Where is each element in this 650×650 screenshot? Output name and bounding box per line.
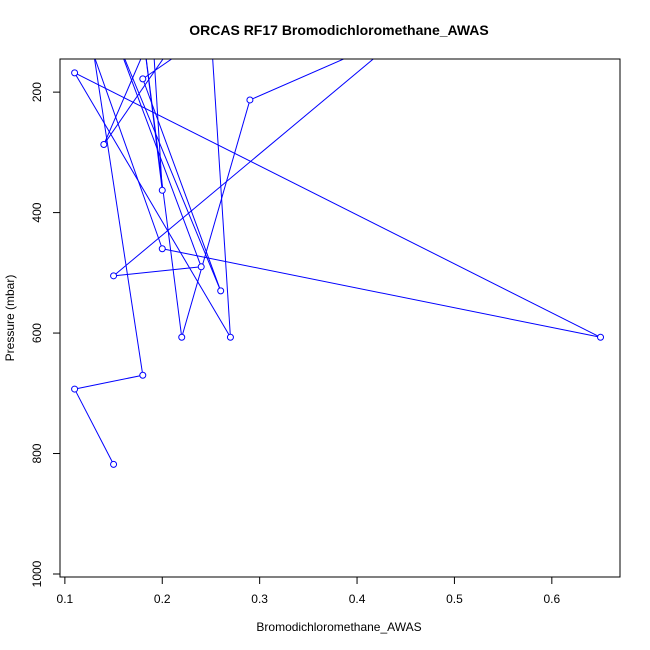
data-point <box>217 287 225 295</box>
y-tick-label: 800 <box>30 443 44 463</box>
data-point <box>92 59 96 60</box>
x-tick-label: 0.1 <box>57 592 74 606</box>
x-tick-label: 0.4 <box>349 592 366 606</box>
chart-title: ORCAS RF17 Bromodichloromethane_AWAS <box>189 22 489 38</box>
x-axis-label: Bromodichloromethane_AWAS <box>256 620 421 634</box>
series-segment <box>181 99 251 338</box>
series-segment <box>142 59 173 80</box>
series-segment <box>74 72 231 338</box>
x-tick-label: 0.5 <box>446 592 463 606</box>
series-segment <box>74 374 143 390</box>
y-axis-label: Pressure (mbar) <box>3 275 17 362</box>
plot-frame <box>59 58 621 578</box>
x-tick-label: 0.6 <box>543 592 560 606</box>
data-point <box>110 460 118 468</box>
data-point <box>597 333 605 341</box>
y-tick-label: 600 <box>30 323 44 343</box>
series-segment <box>94 59 144 376</box>
data-point <box>139 371 147 379</box>
series-segment <box>249 59 345 101</box>
y-axis: 200 400 600 800 1000 <box>30 82 61 587</box>
series-segment <box>162 248 601 338</box>
data-point <box>71 385 79 393</box>
series-segment <box>212 59 231 338</box>
data-point <box>246 96 254 104</box>
series-segment <box>74 72 601 338</box>
y-tick-label: 400 <box>30 202 44 222</box>
series-segment <box>74 388 115 465</box>
data-point <box>150 29 156 35</box>
series-segment <box>124 59 222 292</box>
y-tick-label: 200 <box>30 82 44 102</box>
y-tick-label: 1000 <box>30 560 44 587</box>
series-group <box>71 29 605 468</box>
data-point <box>197 263 205 271</box>
series-segment <box>113 266 202 277</box>
data-point <box>158 245 166 253</box>
data-point <box>71 69 79 77</box>
data-point <box>179 29 185 35</box>
data-point <box>139 75 147 83</box>
data-point <box>100 141 108 149</box>
data-point <box>158 186 166 194</box>
data-point <box>140 29 146 35</box>
data-point <box>226 333 234 341</box>
x-tick-label: 0.3 <box>251 592 268 606</box>
series-segment <box>145 59 163 191</box>
series-segment <box>94 59 163 249</box>
series-segment <box>103 59 164 145</box>
data-point <box>110 272 118 280</box>
series-segment <box>113 59 375 277</box>
series-segment <box>153 59 163 191</box>
series-segment <box>103 59 142 145</box>
data-point <box>111 29 117 35</box>
series-segment <box>142 78 222 292</box>
x-tick-label: 0.2 <box>154 592 171 606</box>
data-point <box>178 333 186 341</box>
x-axis: 0.1 0.2 0.3 0.4 0.5 0.6 <box>57 576 560 606</box>
